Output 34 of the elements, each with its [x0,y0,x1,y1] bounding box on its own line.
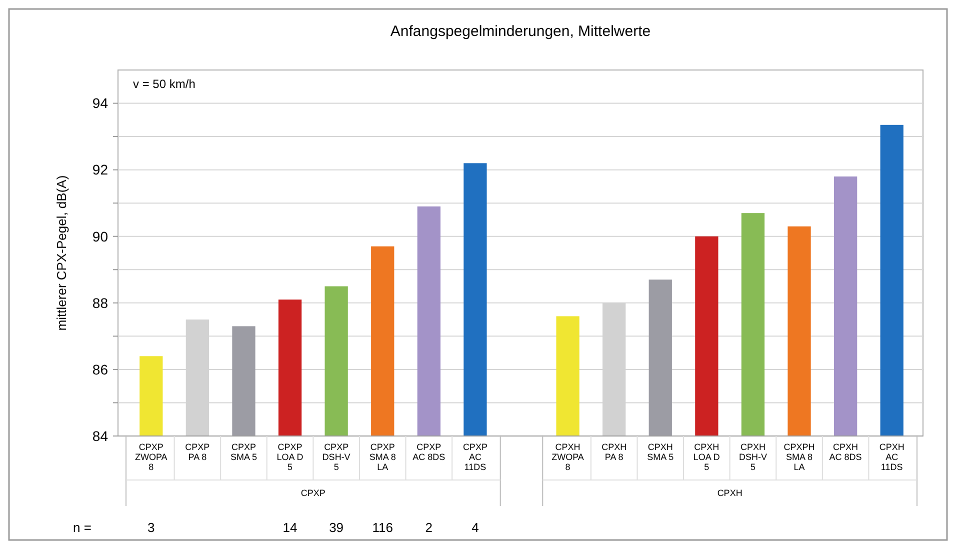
x-tick-label: CPXH AC 8DS [829,442,862,462]
text: 39 [329,520,344,535]
x-tick-label: CPXH DSH-V 5 [738,442,767,472]
y-tick-label: 86 [92,361,108,378]
x-tick-label: CPXPH SMA 8 LA [784,442,815,472]
x-tick-label: CPXP ZWOPA 8 [134,442,168,472]
y-tick-label: 84 [92,428,108,444]
text: n = [73,520,92,535]
x-tick-label: CPXP LOA D 5 [276,442,304,472]
y-axis-title: mittlerer CPX-Pegel, dB(A) [54,175,69,331]
text: CPXH [717,488,742,498]
annotation: v = 50 km/h [133,77,196,91]
y-tick-label: 94 [92,95,108,112]
text: 4 [472,520,479,535]
x-tick-label: CPXH SMA 5 [647,442,674,462]
x-tick-label: CPXP SMA 5 [230,442,257,462]
x-tick-label: CPXP SMA 8 LA [369,442,396,472]
x-tick-label: CPXH AC 11DS [879,442,904,472]
text: 14 [282,520,298,535]
text: CPXP [300,488,326,498]
x-tick-label: CPXH LOA D 5 [693,442,720,472]
text: 3 [148,520,155,535]
text: 2 [425,520,433,535]
y-tick-label: 88 [92,294,108,311]
y-tick-label: 90 [92,228,108,244]
x-tick-label: CPXP AC 8DS [412,442,446,462]
chart-title: Anfangspegelminderungen, Mittelwerte [390,23,651,40]
x-tick-label: CPXH ZWOPA 8 [552,442,584,472]
x-tick-label: CPXH PA 8 [602,442,627,462]
text: 116 [372,520,393,535]
x-tick-label: CPXP PA 8 [185,442,210,462]
x-tick-label: CPXP AC 11DS [462,442,488,472]
y-tick-label: 92 [92,162,108,178]
x-tick-label: CPXP DSH-V 5 [322,442,350,472]
